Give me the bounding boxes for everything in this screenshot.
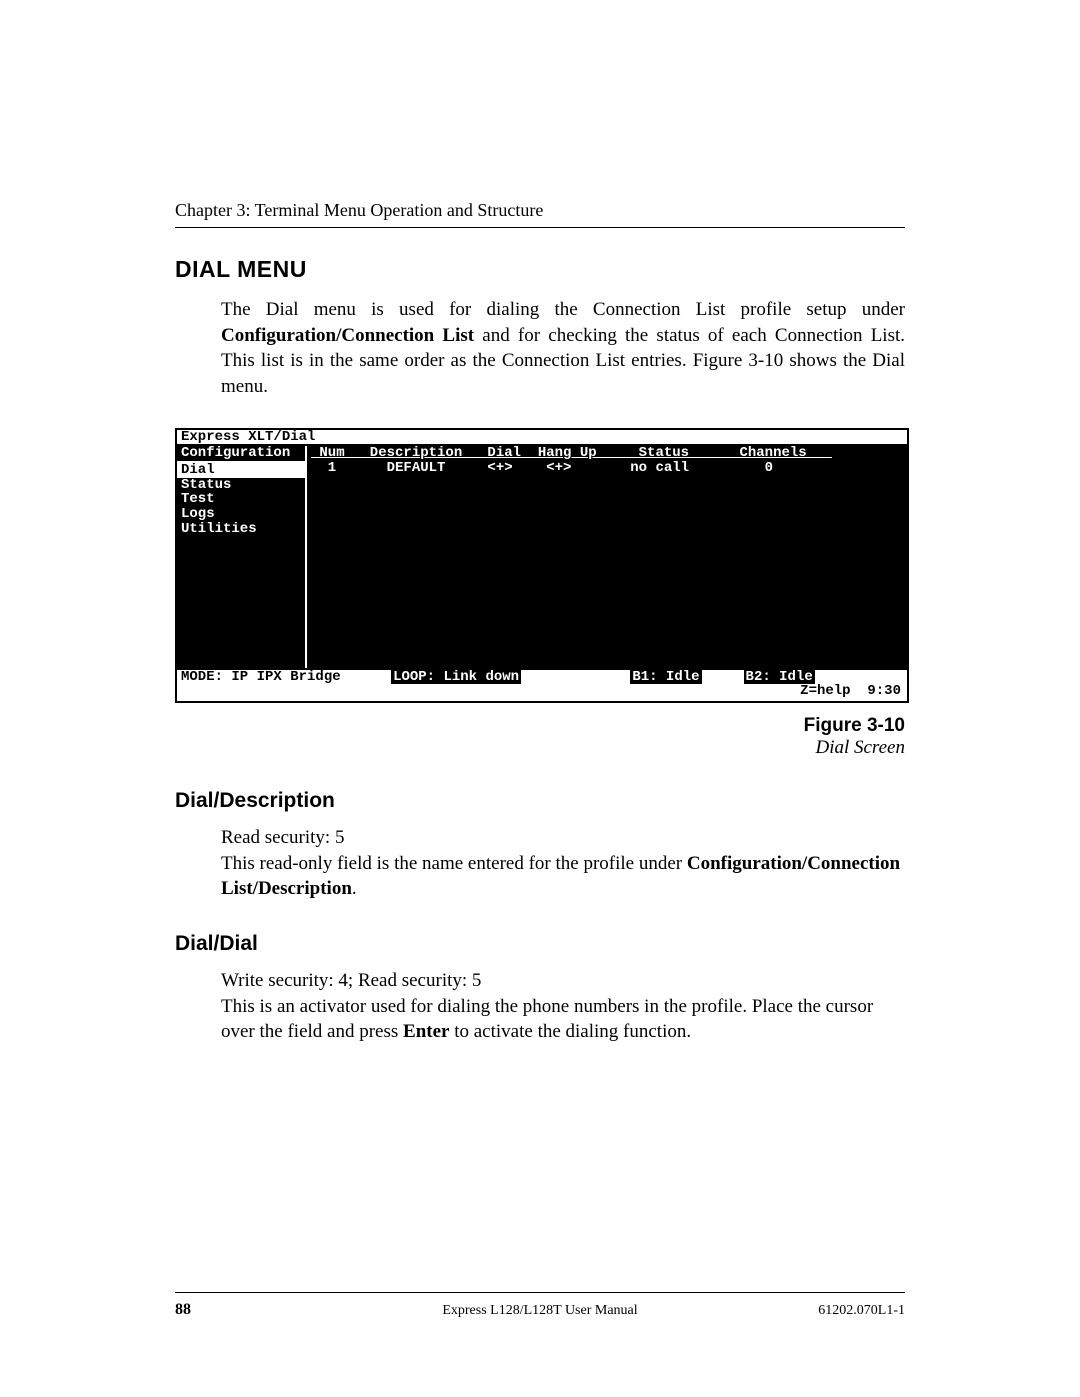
ddi-line1: Write security: 4; Read security: 5 <box>221 970 481 991</box>
sidebar-item-configuration: Configuration <box>177 446 305 463</box>
terminal-content: Num Description Dial Hang Up Status Chan… <box>307 446 907 667</box>
terminal-body: Configuration Dial Status Test Logs Util… <box>177 446 907 667</box>
dial-description-heading: Dial/Description <box>175 789 905 813</box>
para-pre: The Dial menu is used for dialing the Co… <box>221 299 905 320</box>
manual-page: Chapter 3: Terminal Menu Operation and S… <box>0 0 1080 1397</box>
footer-page-number: 88 <box>175 1301 345 1319</box>
dial-menu-paragraph: The Dial menu is used for dialing the Co… <box>221 297 905 400</box>
footer-manual-title: Express L128/L128T User Manual <box>345 1303 735 1319</box>
terminal-status-bar: MODE: IP IPX Bridge LOOP: Link down B1: … <box>177 668 907 685</box>
terminal-row-1: 1 DEFAULT <+> <+> no call 0 <box>311 461 907 476</box>
sidebar-item-dial: Dial <box>177 463 305 478</box>
terminal-title: Express XLT/Dial <box>177 430 907 447</box>
sidebar-item-utilities: Utilities <box>177 522 305 537</box>
sidebar-item-logs: Logs <box>177 507 305 522</box>
para-bold: Configuration/Connection List <box>221 325 474 346</box>
terminal-sidebar: Configuration Dial Status Test Logs Util… <box>177 446 307 667</box>
footer-doc-number: 61202.070L1-1 <box>735 1303 905 1319</box>
terminal-window: Express XLT/Dial Configuration Dial Stat… <box>175 428 909 703</box>
page-footer: 88 Express L128/L128T User Manual 61202.… <box>175 1292 905 1319</box>
status-gap2 <box>521 670 630 685</box>
status-loop: LOOP: Link down <box>391 670 521 685</box>
divider-bottom <box>175 1292 905 1293</box>
sidebar-item-test: Test <box>177 492 305 507</box>
dd-line1: Read security: 5 <box>221 827 344 848</box>
dial-description-body: Read security: 5 This read-only field is… <box>221 825 905 902</box>
status-gap3 <box>702 670 744 685</box>
status-mode: MODE: IP IPX Bridge <box>181 670 341 685</box>
chapter-header: Chapter 3: Terminal Menu Operation and S… <box>175 200 905 221</box>
figure-caption: Figure 3-10 Dial Screen <box>175 715 905 759</box>
terminal-footer: Z=help 9:30 <box>177 684 907 701</box>
dd-line2-post: . <box>352 878 357 899</box>
status-b2: B2: Idle <box>744 670 815 685</box>
dial-menu-heading: DIAL MENU <box>175 256 905 283</box>
terminal-figure: Express XLT/Dial Configuration Dial Stat… <box>175 428 905 703</box>
figure-title: Dial Screen <box>175 737 905 759</box>
dial-dial-heading: Dial/Dial <box>175 932 905 956</box>
ddi-bold: Enter <box>403 1021 449 1042</box>
terminal-column-headers: Num Description Dial Hang Up Status Chan… <box>311 446 907 461</box>
figure-number: Figure 3-10 <box>175 715 905 737</box>
dial-dial-body: Write security: 4; Read security: 5 This… <box>221 968 905 1045</box>
terminal-empty-area <box>311 476 907 668</box>
sidebar-item-status: Status <box>177 478 305 493</box>
ddi-line2-post: to activate the dialing function. <box>449 1021 691 1042</box>
divider-top <box>175 227 905 228</box>
status-gap1 <box>341 670 391 685</box>
dd-line2-pre: This read-only field is the name entered… <box>221 853 687 874</box>
status-b1: B1: Idle <box>630 670 701 685</box>
